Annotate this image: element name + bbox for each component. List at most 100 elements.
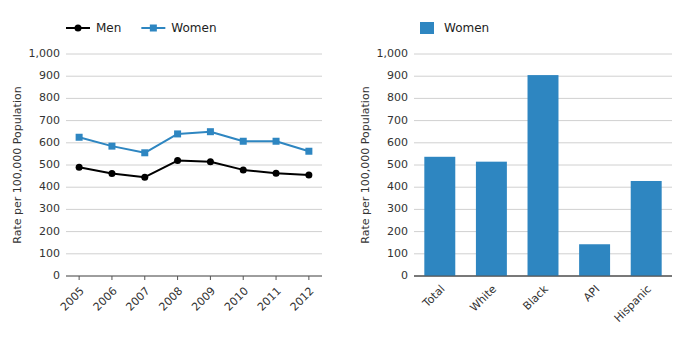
line [79, 161, 309, 178]
point [207, 158, 214, 165]
point [76, 134, 83, 141]
y-tick-label: 700 [39, 114, 60, 127]
grid-line [66, 120, 322, 121]
point [141, 149, 148, 156]
legend-label: Women [171, 21, 216, 35]
x-tick [144, 276, 145, 280]
grid-line [66, 98, 322, 99]
y-tick-label: 400 [39, 180, 60, 193]
x-tick [79, 276, 80, 280]
point [108, 143, 115, 150]
legend: Men Women [66, 21, 217, 35]
y-tick-label: 600 [39, 136, 60, 149]
plot-area [424, 75, 661, 276]
legend-label: Men [96, 21, 121, 35]
point [273, 170, 280, 177]
y-tick-label: 800 [39, 91, 60, 104]
x-tick-label: 2005 [58, 285, 87, 314]
point [240, 138, 247, 145]
x-tick-label: 2012 [288, 285, 317, 314]
point [141, 174, 148, 181]
point [174, 157, 181, 164]
y-axis: 0 100 200 300 400 500 600 700 800 900 1,000 [377, 47, 673, 282]
y-tick-label: 500 [387, 158, 408, 171]
legend: Women [420, 21, 489, 35]
y-tick-label: 900 [39, 69, 60, 82]
bar [631, 181, 662, 276]
x-tick [243, 276, 244, 280]
x-tick-label: Black [521, 282, 552, 313]
grid-line [66, 209, 322, 210]
y-tick-label: 300 [39, 202, 60, 215]
bar [528, 75, 559, 276]
x-tick [177, 276, 178, 280]
chart-line: 0 100 200 300 400 500 600 700 800 900 1,000 Rate pe… [11, 21, 322, 314]
grid-line [66, 276, 322, 277]
y-tick-label: 400 [387, 180, 408, 193]
grid-line [66, 231, 322, 232]
x-tick-label: 2009 [189, 285, 218, 314]
x-tick [210, 276, 211, 280]
point [174, 130, 181, 137]
x-tick-label: White [467, 282, 499, 314]
grid-line [66, 76, 322, 77]
grid-line [66, 54, 322, 55]
figure: 0 100 200 300 400 500 600 700 800 900 1,000 Rate pe… [0, 0, 688, 345]
y-axis: 0 100 200 300 400 500 600 700 800 900 1,000 [29, 47, 323, 282]
point [305, 171, 312, 178]
x-tick [308, 276, 309, 280]
x-tick-label: 2008 [156, 285, 185, 314]
x-tick-label: 2011 [255, 285, 284, 314]
y-tick-label: 900 [387, 69, 408, 82]
y-tick-label: 0 [53, 269, 60, 282]
x-axis-line [414, 276, 672, 277]
x-tick-label: Hispanic [612, 283, 654, 325]
chart-bar: 0 100 200 300 400 500 600 700 800 900 1,000 Rate pe… [359, 21, 672, 325]
y-tick-label: 200 [387, 225, 408, 238]
grid-line [66, 253, 322, 254]
point [240, 166, 247, 173]
y-tick-label: 700 [387, 114, 408, 127]
point [207, 128, 214, 135]
bar [476, 162, 507, 276]
point [305, 148, 312, 155]
x-tick-label: 2007 [124, 285, 153, 314]
y-tick-label: 100 [387, 247, 408, 260]
grid-line [414, 54, 672, 55]
x-tick-label: API [581, 283, 603, 305]
y-tick-label: 500 [39, 158, 60, 171]
y-tick-label: 200 [39, 225, 60, 238]
y-tick-label: 800 [387, 91, 408, 104]
legend-marker [75, 25, 82, 32]
x-axis-line [66, 276, 322, 277]
y-axis-label: Rate per 100,000 Population [11, 86, 24, 243]
point [273, 138, 280, 145]
x-tick-label: Total [420, 283, 448, 311]
point [76, 164, 83, 171]
x-tick-label: 2010 [222, 285, 251, 314]
legend-swatch [420, 22, 434, 34]
y-tick-label: 1,000 [29, 47, 61, 60]
x-axis: Total White Black API Hispanic [420, 282, 654, 325]
grid-line [414, 276, 672, 277]
grid-line [66, 187, 322, 188]
y-tick-label: 1,000 [377, 47, 409, 60]
bar [579, 244, 610, 276]
point [108, 170, 115, 177]
y-axis-label: Rate per 100,000 Population [359, 86, 372, 243]
y-tick-label: 600 [387, 136, 408, 149]
y-tick-label: 100 [39, 247, 60, 260]
legend-label: Women [444, 21, 489, 35]
x-axis-line [414, 276, 672, 277]
x-tick-label: 2006 [91, 285, 120, 314]
line [79, 132, 309, 153]
grid-line [66, 165, 322, 166]
y-tick-label: 300 [387, 202, 408, 215]
plot-area [76, 128, 313, 181]
bar [424, 157, 455, 276]
y-tick-label: 0 [401, 269, 408, 282]
x-tick [276, 276, 277, 280]
x-axis: 20052006200720082009201020112012 [58, 276, 317, 314]
x-tick [111, 276, 112, 280]
legend-marker [150, 25, 157, 32]
